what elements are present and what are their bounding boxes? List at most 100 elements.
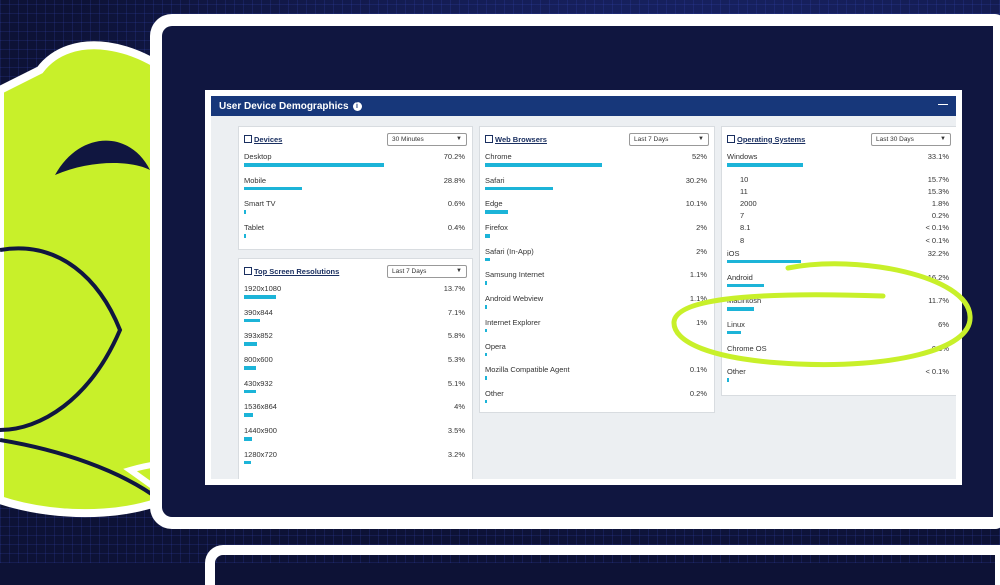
browsers-range-select[interactable]: Last 7 Days ▼ [629,132,709,146]
version-label: 11 [740,186,748,196]
item-bar [485,210,508,214]
list-item: 1280x720 3.2% [244,448,467,472]
item-bar [244,437,253,441]
list-item: 390x844 7.1% [244,306,467,330]
item-label: Samsung Internet [485,270,545,280]
item-bar [244,342,258,346]
list-item: Mobile 28.8% [244,174,467,198]
item-label: 1920x1080 [244,284,282,293]
chart-icon [727,134,735,143]
item-label: Chrome OS [727,343,767,353]
item-value: < 0.1% [925,367,949,377]
os-card: Operating Systems Last 30 Days ▼ Windows … [721,126,956,396]
version-label: 8 [740,235,745,245]
list-item: Samsung Internet 1.1% [485,268,709,292]
item-bar [244,186,302,191]
list-item: 1536x864 4% [244,400,467,424]
item-label: Internet Explorer [485,317,541,327]
item-bar [727,378,729,382]
item-value: 10.1% [685,199,707,209]
item-value: 0.4% [447,223,465,233]
list-item: Safari (In-App) 2% [485,245,709,269]
version-label: 8.1 [740,223,751,233]
resolutions-list: 1920x1080 13.7% 390x844 7.1% 393x852 5.8% 800x… [244,282,467,472]
os-range-select[interactable]: Last 30 Days ▼ [871,132,951,146]
chevron-down-icon: ▼ [698,136,704,142]
list-item: Other < 0.1% [727,365,951,389]
item-bar [244,413,254,417]
item-label: Mozilla Compatible Agent [485,365,570,375]
version-label: 10 [740,174,749,184]
resolutions-range-select[interactable]: Last 7 Days ▼ [387,264,467,278]
item-bar [485,376,487,380]
item-value: 16.2% [927,272,949,282]
info-icon[interactable]: i [352,101,362,111]
windows-version-row: 2000 1.8% [727,198,951,210]
list-item: Chrome 52% [485,150,709,174]
item-value: 5.3% [447,355,465,365]
item-bar [485,352,487,356]
item-label: Macintosh [727,296,762,306]
version-value: 1.8% [931,199,949,209]
item-label: 1536x864 [244,402,277,412]
collapse-icon[interactable]: — [938,99,948,110]
item-value: 5.1% [447,378,465,388]
item-value: 3.2% [447,449,465,459]
monitor-frame-bottom [205,545,1000,585]
item-bar [244,366,257,370]
list-item: Android 16.2% [727,271,951,295]
browsers-list: Chrome 52% Safari 30.2% Edge 10.1% Firefox 2% Sa… [485,150,709,411]
list-item: Internet Explorer 1% [485,316,709,340]
list-item: Mozilla Compatible Agent 0.1% [485,363,709,387]
devices-list: Desktop 70.2% Mobile 28.8% Smart TV 0.6% Table… [244,150,467,245]
item-bar [485,399,487,404]
item-value: 30.2% [685,175,707,185]
item-bar [244,318,261,323]
list-item: Linux 6% [727,318,951,342]
dashboard-title: User Device Demographics [219,100,349,112]
chevron-down-icon: ▼ [456,268,462,274]
item-label: Edge [485,199,503,209]
item-label: Other [727,367,746,377]
item-value: 11.7% [928,296,949,306]
item-label: Chrome [485,152,512,161]
os-row-windows: Windows 33.1% [727,150,951,174]
devices-title[interactable]: Devices [244,134,282,144]
item-value: 0.2% [689,388,707,398]
item-bar [485,328,488,333]
item-value: 70.2% [443,152,465,161]
resolutions-title[interactable]: Top Screen Resolutions [244,266,339,276]
item-label: Mobile [244,175,267,185]
list-item: Other 0.2% [485,387,709,411]
windows-version-row: 7 0.2% [727,210,951,222]
item-value: 6% [938,319,949,329]
windows-version-row: 11 15.3% [727,186,951,198]
item-bar [727,330,741,335]
list-item: 1440x900 3.5% [244,424,467,448]
devices-range-select[interactable]: 30 Minutes ▼ [387,132,467,146]
item-value: 7.1% [447,307,465,317]
chart-icon [244,134,252,143]
os-title[interactable]: Operating Systems [727,134,805,144]
browsers-title[interactable]: Web Browsers [485,134,547,144]
chart-icon [244,266,252,275]
version-value: 15.3% [927,186,949,196]
item-bar [727,283,765,287]
item-label: Linux [727,319,745,329]
list-item: Android Webview 1.1% [485,292,709,316]
resolutions-card: Top Screen Resolutions Last 7 Days ▼ 1920… [238,258,473,479]
list-item: Opera [485,340,709,364]
version-value: 0.2% [931,211,949,221]
item-label: 393x852 [244,331,273,341]
list-item: Tablet 0.4% [244,221,467,245]
item-label: Opera [485,341,506,351]
list-item: Smart TV 0.6% [244,197,467,221]
item-value: 28.8% [443,175,465,185]
item-label: Desktop [244,152,272,161]
item-label: Other [485,388,504,398]
item-bar [244,460,252,465]
windows-version-row: 8.1 < 0.1% [727,222,951,234]
list-item: Firefox 2% [485,221,709,245]
item-value: 13.7% [443,284,465,293]
item-label: iOS [727,248,740,258]
